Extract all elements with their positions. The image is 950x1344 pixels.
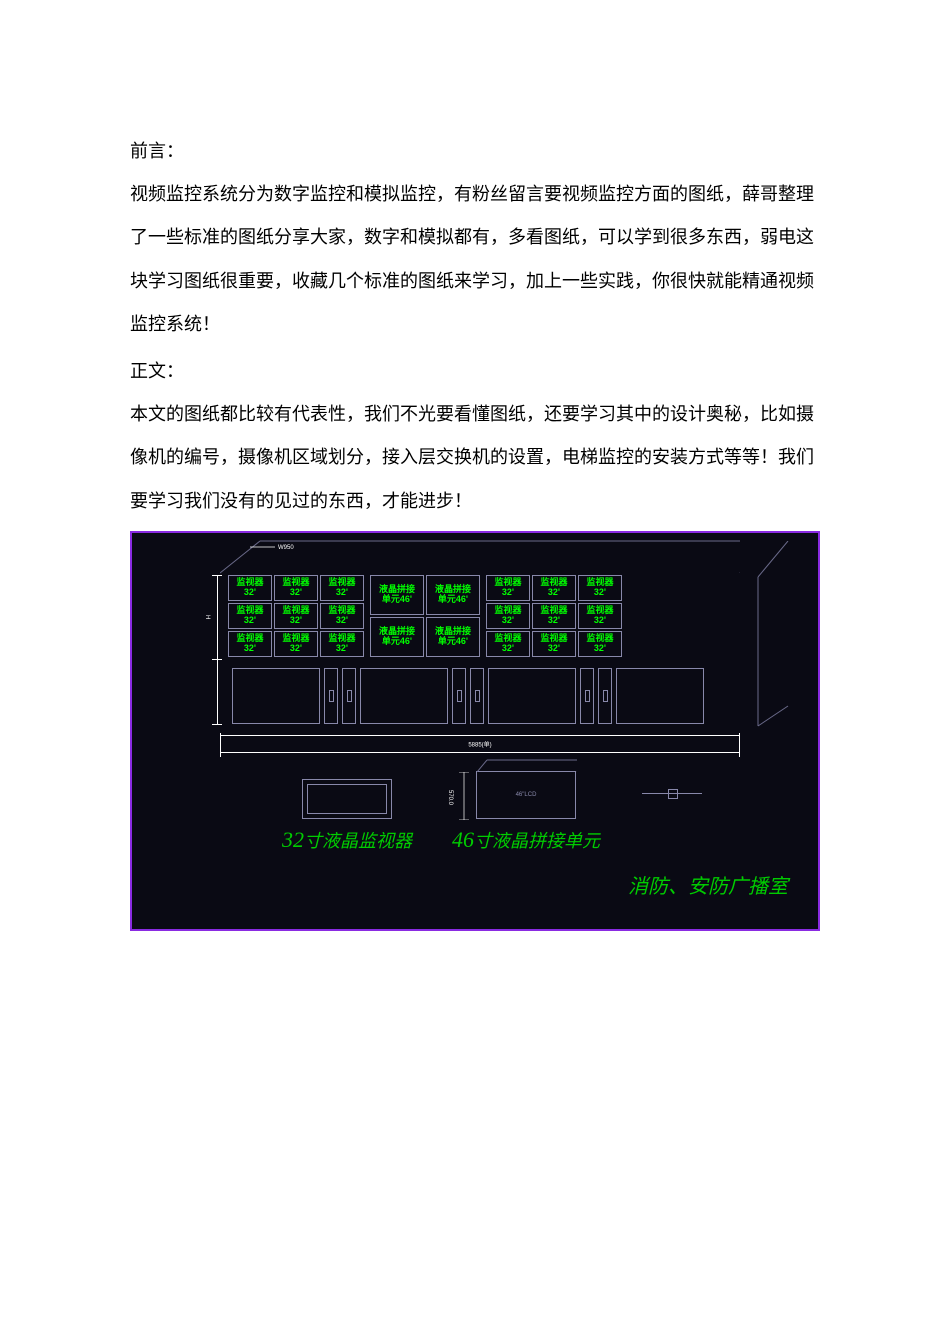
cabinet bbox=[324, 668, 338, 724]
monitor-cell: 监视器32' bbox=[274, 575, 318, 601]
monitor-cell: 监视器32' bbox=[486, 631, 530, 657]
preface-text: 视频监控系统分为数字监控和模拟监控，有粉丝留言要视频监控方面的图纸，薛哥整理了一… bbox=[130, 173, 820, 346]
body-heading: 正文： bbox=[130, 350, 820, 393]
splice-cell: 液晶拼接单元46' bbox=[370, 617, 424, 657]
legend-46-text: 46寸液晶拼接单元 bbox=[452, 827, 600, 853]
body-text: 本文的图纸都比较有代表性，我们不光要看懂图纸，还要学习其中的设计奥秘，比如摄像机… bbox=[130, 393, 820, 523]
monitor-cell: 监视器32' bbox=[578, 575, 622, 601]
monitor-cell: 监视器32' bbox=[228, 603, 272, 629]
monitor-cell: 监视器32' bbox=[320, 631, 364, 657]
monitor-cell: 监视器32' bbox=[228, 631, 272, 657]
legend-46: 46"LCD 570.0 46寸液晶拼接单元 bbox=[452, 771, 600, 853]
top-dim-label: W950 bbox=[278, 545, 294, 551]
bottom-dim-label: 5885(单) bbox=[468, 739, 491, 748]
small-symbol bbox=[642, 793, 702, 794]
monitor-cell: 监视器32' bbox=[532, 575, 576, 601]
monitor-cell: 监视器32' bbox=[578, 631, 622, 657]
splice-cell: 液晶拼接单元46' bbox=[370, 575, 424, 615]
cabinet bbox=[488, 668, 576, 724]
cabinet bbox=[342, 668, 356, 724]
cabinet bbox=[598, 668, 612, 724]
bottom-dimension: 5885(单) bbox=[220, 735, 740, 753]
cabinet bbox=[452, 668, 466, 724]
monitor-cell: 监视器32' bbox=[486, 575, 530, 601]
monitor-cell: 监视器32' bbox=[578, 603, 622, 629]
splice-cell: 液晶拼接单元46' bbox=[426, 617, 480, 657]
monitor-cell: 监视器32' bbox=[274, 631, 318, 657]
monitor-cell: 监视器32' bbox=[228, 575, 272, 601]
cabinet-row bbox=[232, 668, 704, 724]
perspective-frame: W950 bbox=[220, 539, 740, 575]
preface-heading: 前言： bbox=[130, 130, 820, 173]
right-perspective bbox=[738, 541, 808, 731]
room-label: 消防、安防广播室 bbox=[628, 870, 788, 899]
monitor-cell: 监视器32' bbox=[532, 603, 576, 629]
splice-cell: 液晶拼接单元46' bbox=[426, 575, 480, 615]
monitor-cell: 监视器32' bbox=[320, 603, 364, 629]
monitor-cell: 监视器32' bbox=[320, 575, 364, 601]
legend-46-box: 46"LCD 570.0 bbox=[476, 771, 576, 819]
cabinet bbox=[470, 668, 484, 724]
cabinet bbox=[580, 668, 594, 724]
cabinet bbox=[616, 668, 704, 724]
cabinet bbox=[232, 668, 320, 724]
monitor-cell: 监视器32' bbox=[532, 631, 576, 657]
cabinet bbox=[360, 668, 448, 724]
monitor-cell: 监视器32' bbox=[274, 603, 318, 629]
left-dimension: H bbox=[210, 575, 224, 725]
legend-32-text: 32寸液晶监视器 bbox=[282, 827, 412, 853]
monitor-cell: 监视器32' bbox=[486, 603, 530, 629]
monitor-wall: 监视器32'监视器32'监视器32'监视器32'监视器32'监视器32'监视器3… bbox=[228, 575, 622, 657]
legend-32: 32寸液晶监视器 bbox=[282, 779, 412, 853]
legend-32-box bbox=[302, 779, 392, 819]
cad-diagram: W950 H 监视器32'监视器32'监视器32'监视器32'监视器32'监视器… bbox=[130, 531, 820, 931]
legend-row: 32寸液晶监视器 46"LCD 570.0 46寸液晶拼接单元 bbox=[282, 771, 600, 853]
